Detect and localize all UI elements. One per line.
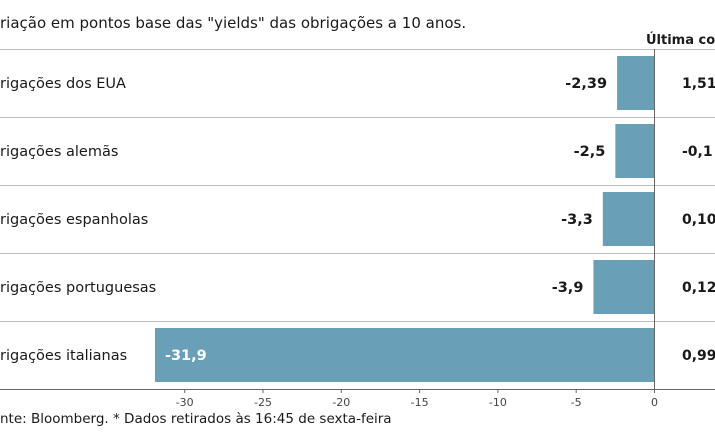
last-quote-value: 0,125 (682, 280, 715, 296)
x-tick-label: -20 (332, 396, 350, 409)
data-label: -2,39 (565, 76, 607, 92)
data-label: -2,5 (574, 144, 606, 160)
chart-source-note: nte: Bloomberg. * Dados retirados às 16:… (0, 411, 392, 427)
x-tick-label: -5 (571, 396, 582, 409)
x-tick-label: -25 (254, 396, 272, 409)
last-quote-value: -0,1 (682, 144, 713, 160)
category-label: rigações italianas (0, 348, 127, 364)
category-label: rigações dos EUA (0, 76, 126, 92)
last-quote-value: 0,105 (682, 212, 715, 228)
data-label: -3,9 (552, 280, 584, 296)
bar (615, 124, 655, 178)
category-label: rigações alemãs (0, 144, 118, 160)
x-tick-label: -15 (411, 396, 429, 409)
category-label: rigações portuguesas (0, 280, 156, 296)
bar (602, 192, 655, 246)
x-tick-label: 0 (651, 396, 658, 409)
x-tick-label: -30 (176, 396, 194, 409)
data-label: -31,9 (165, 348, 207, 364)
last-quote-value: 1,5112 (682, 76, 715, 92)
x-axis: -30 -25 -20 -15 -10 -5 0 (0, 49, 715, 409)
x-tick-label: -10 (489, 396, 507, 409)
last-quote-header: Última cotaç (646, 32, 715, 48)
labels-group: rigações dos EUA -2,39 1,5112 rigações alem… (0, 76, 715, 364)
bar (154, 328, 655, 382)
chart-subtitle: riação em pontos base das "yields" das o… (0, 14, 467, 32)
last-quote-value: 0,998 (682, 348, 715, 364)
bar (617, 56, 655, 110)
data-label: -3,3 (561, 212, 593, 228)
row-separators (0, 49, 715, 322)
bars-group (154, 56, 655, 382)
bar (593, 260, 655, 314)
category-label: rigações espanholas (0, 212, 148, 228)
